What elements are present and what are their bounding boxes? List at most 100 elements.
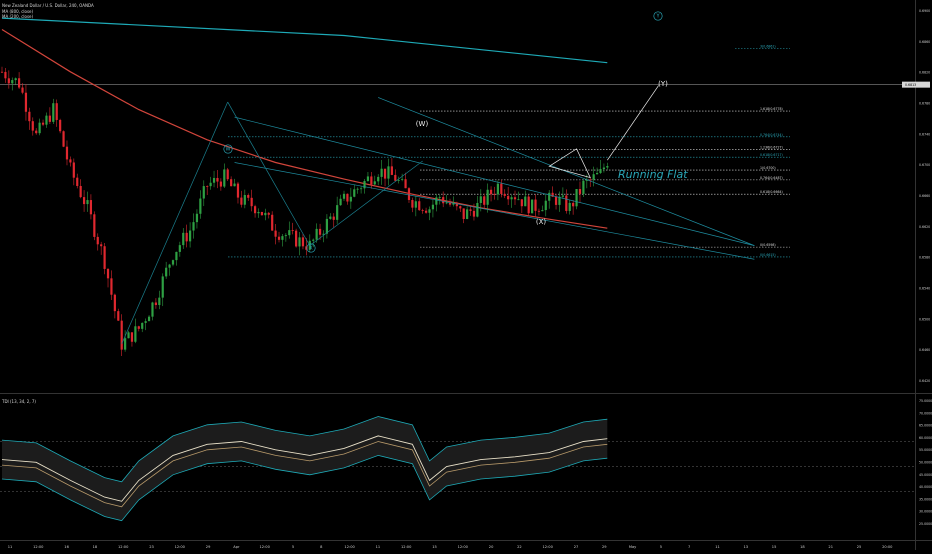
time-tick-label: 27: [574, 545, 579, 549]
candle-body: [120, 320, 123, 350]
time-tick-label: 5: [660, 545, 662, 549]
wave-label: X: [309, 246, 313, 252]
price-tick-label: 0.6900: [919, 9, 930, 13]
price-tick-label: 0.6660: [919, 194, 930, 198]
candle-body: [592, 174, 595, 180]
candle-body: [274, 230, 277, 237]
candle-body: [339, 198, 342, 206]
candle-body: [411, 199, 414, 208]
candle-body: [366, 176, 370, 181]
candle-body: [267, 212, 270, 215]
channel-lower: [234, 162, 755, 260]
candle-body: [599, 169, 602, 173]
candle-body: [472, 210, 476, 217]
fib-level-label: 0.764(0.6487): [760, 176, 783, 180]
w-wave-line: [121, 101, 229, 345]
candle-body: [531, 199, 534, 214]
time-tick-label: 5: [292, 545, 294, 549]
ma1-legend: MA (800, close): [2, 9, 34, 14]
candle-body: [277, 236, 281, 240]
candle-body: [226, 169, 229, 180]
candle-body: [318, 228, 322, 235]
time-tick-label: Apr: [233, 545, 240, 549]
candle-body: [206, 186, 209, 187]
candle-body: [240, 197, 243, 205]
candle-body: [291, 230, 294, 231]
candle-body: [199, 198, 202, 214]
candle-body: [236, 183, 240, 198]
time-tick-label: 29: [206, 545, 211, 549]
candle-body: [325, 218, 328, 234]
candle-body: [100, 244, 103, 247]
candle-body: [175, 251, 178, 261]
candle-body: [86, 200, 89, 205]
candle-body: [414, 201, 417, 208]
candle-body: [82, 197, 86, 205]
candle-body: [445, 202, 448, 204]
wave-label: Y: [655, 14, 660, 20]
candle-body: [390, 166, 393, 175]
fib-level-label: 0.618(0.6717): [760, 153, 783, 157]
tdi-band-fill: [2, 416, 608, 521]
candle-body: [79, 185, 82, 198]
candle-body: [48, 115, 51, 122]
candle-body: [582, 180, 585, 194]
candle-body: [103, 246, 106, 269]
candle-body: [513, 197, 517, 200]
candle-body: [305, 246, 308, 250]
candle-body: [212, 177, 216, 183]
candle-body: [260, 211, 264, 216]
candle-body: [548, 192, 551, 201]
candle-body: [165, 267, 168, 277]
candle-body: [189, 230, 192, 242]
candle-body: [537, 210, 541, 212]
time-tick-label: 8: [320, 545, 323, 549]
tdi-tick-label: 65.0000: [919, 424, 932, 428]
price-tick-label: 0.6820: [919, 71, 930, 75]
candle-body: [373, 181, 376, 185]
candle-body: [558, 196, 561, 205]
candle-body: [134, 326, 137, 342]
price-tick-label: 0.6580: [919, 256, 930, 260]
candle-body: [147, 316, 151, 322]
candle-body: [346, 193, 349, 202]
candle-body: [421, 210, 424, 211]
time-tick-label: 23: [149, 545, 154, 549]
candle-body: [380, 168, 383, 177]
candle-body: [93, 214, 96, 237]
running-flat-triangle: [548, 148, 591, 179]
symbol-title: New Zealand Dollar / U.S. Dollar, 240, O…: [2, 3, 94, 8]
candle-body: [243, 195, 246, 205]
candle-body: [62, 131, 65, 147]
candle-body: [561, 195, 564, 197]
candle-body: [288, 230, 291, 236]
candle-body: [342, 193, 346, 199]
fib-level-label: 0.618(0.6664): [760, 190, 783, 194]
candle-body: [284, 235, 287, 237]
candle-body: [18, 78, 21, 88]
candle-body: [394, 174, 397, 181]
candle-body: [106, 268, 110, 279]
candle-body: [363, 180, 366, 189]
candle-body: [247, 195, 250, 198]
candle-body: [312, 239, 315, 241]
candle-body: [435, 197, 438, 205]
candle-body: [69, 159, 72, 163]
candle-body: [195, 213, 199, 223]
time-tick-label: 11: [715, 545, 720, 549]
candle-body: [65, 146, 69, 160]
projection-line: [607, 85, 659, 161]
candle-body: [72, 162, 75, 178]
price-tick-label: 0.6500: [919, 317, 930, 321]
candle-body: [0, 71, 4, 73]
time-tick-label: 15: [432, 545, 437, 549]
tdi-lower-band: [1, 454, 608, 522]
wave-label: (W): [416, 120, 429, 128]
candle-body: [52, 103, 55, 122]
candle-body: [336, 205, 339, 220]
candle-body: [322, 233, 325, 235]
candle-body: [483, 196, 486, 205]
wave-label: W: [226, 147, 231, 153]
